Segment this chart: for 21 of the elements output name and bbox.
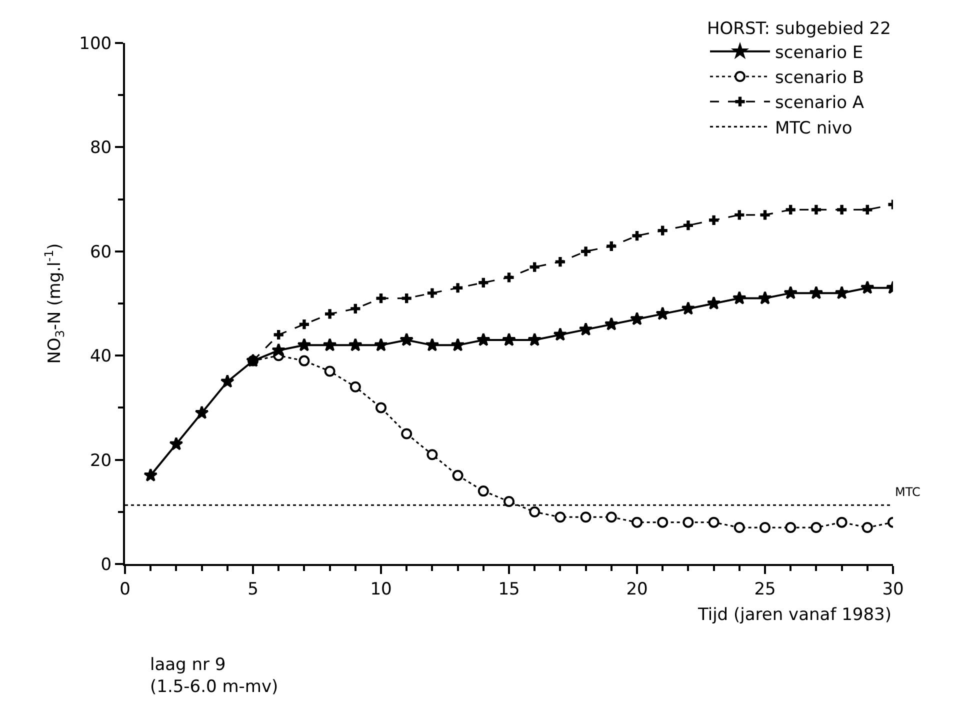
legend-title: HORST: subgebied 22 bbox=[707, 18, 891, 39]
y-tick-label: 40 bbox=[90, 346, 112, 367]
x-tick-label: 10 bbox=[370, 579, 392, 600]
y-tick-label: 100 bbox=[79, 34, 112, 54]
legend-label: MTC nivo bbox=[775, 118, 852, 138]
legend-label: scenario A bbox=[775, 93, 864, 114]
y-tick-label: 20 bbox=[90, 450, 112, 471]
x-axis-title: Tijd (jaren vanaf 1983) bbox=[697, 605, 892, 625]
x-tick-label: 20 bbox=[626, 579, 648, 600]
text: laag nr 9 (1.5-6.0 m-mv) bbox=[150, 655, 278, 698]
x-tick-label: 25 bbox=[754, 579, 776, 600]
y-tick-label: 60 bbox=[90, 242, 112, 262]
y-tick-label: 80 bbox=[90, 138, 112, 158]
y-tick-label: 0 bbox=[100, 554, 112, 575]
annotation: MTC bbox=[895, 485, 920, 499]
x-tick-label: 0 bbox=[120, 579, 130, 600]
x-tick-label: 15 bbox=[498, 579, 520, 600]
x-tick-label: 5 bbox=[248, 579, 258, 600]
legend-label: scenario E bbox=[775, 43, 864, 64]
legend-label: scenario B bbox=[775, 68, 864, 88]
x-tick-label: 30 bbox=[882, 579, 904, 600]
